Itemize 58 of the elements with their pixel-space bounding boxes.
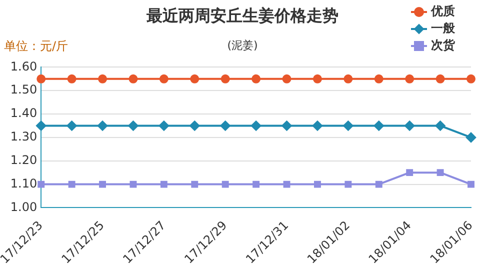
point xyxy=(283,180,290,188)
point xyxy=(252,74,261,84)
y-tick-label: 1.30 xyxy=(10,130,38,144)
point xyxy=(99,180,106,188)
point xyxy=(436,74,445,84)
point xyxy=(314,180,321,188)
y-tick-label: 1.20 xyxy=(10,152,38,167)
point xyxy=(36,120,46,131)
y-axis-title: 单位：元/斤 xyxy=(4,38,68,55)
point xyxy=(98,74,108,84)
point xyxy=(375,180,382,188)
point xyxy=(468,180,474,188)
point xyxy=(222,180,229,188)
point xyxy=(312,120,322,131)
legend-label: 一般 xyxy=(431,20,455,37)
point xyxy=(435,120,446,131)
point xyxy=(38,180,45,188)
legend-label: 次货 xyxy=(431,37,455,54)
point xyxy=(128,74,138,84)
point xyxy=(374,120,384,131)
point xyxy=(159,74,168,84)
point xyxy=(220,74,230,84)
chart-title: 最近两周安丘生姜价格走势 xyxy=(146,6,338,25)
point xyxy=(312,74,322,84)
point xyxy=(344,180,352,188)
y-tick-label: 1.60 xyxy=(10,59,38,74)
point xyxy=(158,120,169,131)
point xyxy=(190,120,200,131)
point xyxy=(374,74,384,84)
point xyxy=(344,74,353,84)
point xyxy=(66,120,77,131)
y-tick-label: 1.50 xyxy=(10,82,38,97)
y-tick-label: 1.40 xyxy=(10,106,38,120)
point xyxy=(130,180,137,188)
point xyxy=(220,120,230,131)
point xyxy=(466,132,476,142)
point xyxy=(191,180,198,188)
point xyxy=(128,120,138,131)
point xyxy=(406,169,414,176)
point xyxy=(405,74,414,84)
y-tick-label: 1.00 xyxy=(10,200,38,214)
point xyxy=(68,180,76,188)
point xyxy=(67,74,76,84)
point xyxy=(343,120,354,131)
point xyxy=(190,74,200,84)
point xyxy=(251,120,262,131)
point xyxy=(404,120,415,131)
point xyxy=(282,120,292,131)
y-tick-label: 1.10 xyxy=(10,176,38,190)
chart-subtitle: (泥姜) xyxy=(227,39,258,52)
point xyxy=(436,169,444,176)
point xyxy=(98,120,108,131)
point xyxy=(466,74,476,84)
point xyxy=(36,74,46,84)
point xyxy=(252,180,260,188)
point xyxy=(160,180,168,188)
point xyxy=(282,74,292,84)
legend-label: 优质 xyxy=(431,3,455,20)
